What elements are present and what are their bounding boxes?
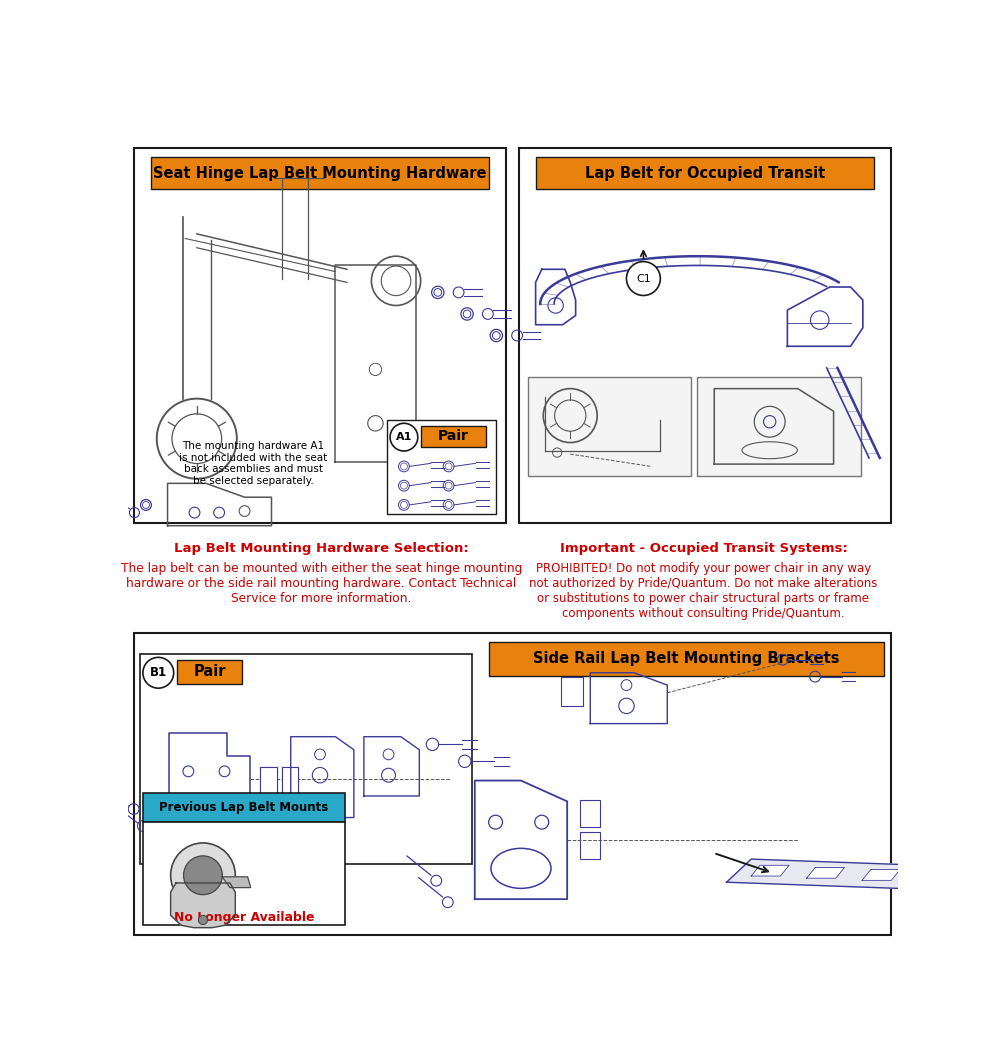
Text: Lap Belt for Occupied Transit: Lap Belt for Occupied Transit bbox=[585, 166, 825, 181]
Polygon shape bbox=[918, 872, 955, 883]
Text: PROHIBITED! Do not modify your power chair in any way: PROHIBITED! Do not modify your power cha… bbox=[536, 562, 871, 575]
FancyBboxPatch shape bbox=[421, 426, 486, 447]
FancyBboxPatch shape bbox=[143, 822, 345, 925]
Circle shape bbox=[184, 856, 222, 894]
Polygon shape bbox=[751, 866, 789, 876]
Text: hardware or the side rail mounting hardware. Contact Technical: hardware or the side rail mounting hardw… bbox=[126, 577, 517, 590]
Text: B1: B1 bbox=[150, 666, 167, 680]
Text: Previous Lap Belt Mounts: Previous Lap Belt Mounts bbox=[159, 801, 328, 814]
FancyBboxPatch shape bbox=[260, 767, 277, 798]
FancyBboxPatch shape bbox=[519, 148, 891, 523]
FancyBboxPatch shape bbox=[489, 642, 884, 675]
FancyBboxPatch shape bbox=[177, 661, 242, 684]
Text: or substitutions to power chair structural parts or frame: or substitutions to power chair structur… bbox=[537, 592, 869, 605]
Text: A1: A1 bbox=[396, 432, 412, 442]
FancyBboxPatch shape bbox=[143, 793, 345, 822]
Text: Seat Hinge Lap Belt Mounting Hardware: Seat Hinge Lap Belt Mounting Hardware bbox=[153, 166, 487, 181]
FancyBboxPatch shape bbox=[151, 156, 489, 189]
Circle shape bbox=[626, 261, 660, 296]
Text: Pair: Pair bbox=[193, 665, 226, 680]
FancyBboxPatch shape bbox=[387, 421, 496, 514]
Text: The lap belt can be mounted with either the seat hinge mounting: The lap belt can be mounted with either … bbox=[121, 562, 522, 575]
FancyBboxPatch shape bbox=[536, 156, 874, 189]
Circle shape bbox=[171, 842, 235, 908]
FancyBboxPatch shape bbox=[580, 832, 600, 859]
Text: not authorized by Pride/Quantum. Do not make alterations: not authorized by Pride/Quantum. Do not … bbox=[529, 577, 878, 590]
FancyBboxPatch shape bbox=[580, 800, 600, 827]
Polygon shape bbox=[973, 874, 1000, 885]
Text: components without consulting Pride/Quantum.: components without consulting Pride/Quan… bbox=[562, 607, 845, 620]
Polygon shape bbox=[222, 877, 251, 888]
Text: Pair: Pair bbox=[438, 429, 469, 443]
Circle shape bbox=[390, 423, 418, 451]
Text: Important - Occupied Transit Systems:: Important - Occupied Transit Systems: bbox=[560, 542, 847, 555]
Text: Side Rail Lap Belt Mounting Brackets: Side Rail Lap Belt Mounting Brackets bbox=[533, 651, 840, 666]
FancyBboxPatch shape bbox=[282, 767, 298, 798]
FancyBboxPatch shape bbox=[134, 633, 891, 934]
Circle shape bbox=[198, 915, 208, 925]
Polygon shape bbox=[807, 868, 845, 878]
FancyBboxPatch shape bbox=[528, 377, 691, 476]
FancyBboxPatch shape bbox=[260, 767, 277, 798]
Text: C1: C1 bbox=[636, 274, 651, 283]
Text: Service for more information.: Service for more information. bbox=[231, 592, 412, 605]
Polygon shape bbox=[727, 859, 1000, 897]
Circle shape bbox=[143, 657, 174, 688]
FancyBboxPatch shape bbox=[561, 676, 583, 706]
FancyBboxPatch shape bbox=[134, 148, 506, 523]
FancyBboxPatch shape bbox=[697, 377, 861, 476]
FancyBboxPatch shape bbox=[140, 654, 472, 864]
Text: The mounting hardware A1
is not included with the seat
back assemblies and must
: The mounting hardware A1 is not included… bbox=[179, 441, 327, 486]
Polygon shape bbox=[862, 870, 900, 880]
Polygon shape bbox=[171, 883, 235, 928]
Text: Lap Belt Mounting Hardware Selection:: Lap Belt Mounting Hardware Selection: bbox=[174, 542, 469, 555]
Text: No Longer Available: No Longer Available bbox=[174, 911, 314, 924]
FancyBboxPatch shape bbox=[282, 767, 298, 798]
